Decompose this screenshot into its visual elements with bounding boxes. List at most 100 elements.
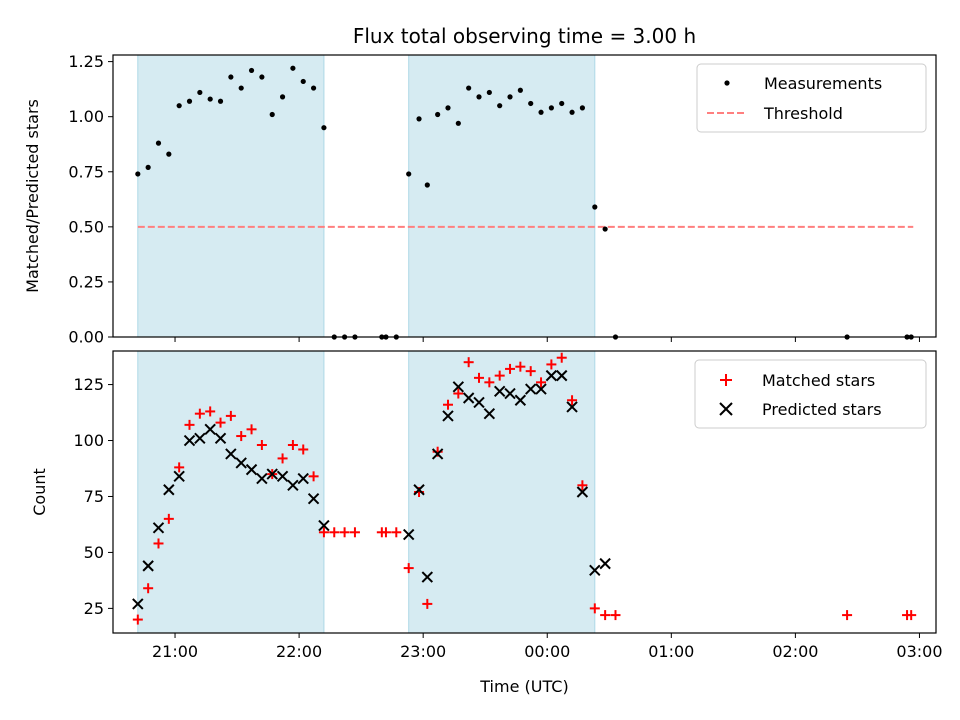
matched-star-point <box>246 424 257 435</box>
matched-star-point <box>546 359 557 370</box>
matched-star-point <box>298 444 309 455</box>
top-y-tick-label: 0.25 <box>68 272 104 291</box>
matched-star-point <box>287 440 298 450</box>
predicted-star-point <box>142 560 154 572</box>
measurement-point <box>497 103 503 109</box>
measurement-point <box>238 85 244 91</box>
predicted-star-points <box>132 369 611 610</box>
measurement-point <box>406 171 412 177</box>
matched-star-point <box>463 357 474 368</box>
top-y-tick-label: 1.00 <box>68 107 104 126</box>
matched-star-point <box>556 352 567 363</box>
legend-predicted-label: Predicted stars <box>762 400 882 419</box>
predicted-star-point <box>566 401 578 413</box>
matched-star-point <box>308 471 319 482</box>
predicted-star-point <box>504 387 516 400</box>
bottom-x-axis-ticks: 21:00 22:00 23:00 00:00 01:00 02:00 03:00 <box>152 633 943 661</box>
matched-star-point <box>143 583 154 594</box>
predicted-star-point <box>483 407 496 420</box>
predicted-star-point <box>421 571 434 583</box>
top-y-tick-label: 1.25 <box>68 52 104 71</box>
predicted-star-point <box>163 484 175 496</box>
bot-y-tick-label: 25 <box>84 599 104 618</box>
bottom-shaded-regions <box>137 351 596 633</box>
matched-star-point <box>494 370 505 381</box>
measurement-point <box>310 85 317 91</box>
measurement-point <box>166 151 172 157</box>
predicted-star-point <box>473 396 485 409</box>
matched-star-point <box>403 563 414 574</box>
measurement-point <box>538 109 544 115</box>
matched-star-point <box>600 610 611 621</box>
bot-shaded-interval-0 <box>137 351 324 633</box>
measurement-point <box>476 94 482 100</box>
predicted-star-point <box>556 369 568 382</box>
measurement-point <box>602 226 608 232</box>
measurement-point <box>579 105 585 111</box>
predicted-star-point <box>545 369 558 382</box>
matched-star-point <box>153 538 164 549</box>
measurement-point <box>466 85 472 91</box>
top-shaded-interval-1 <box>408 55 595 337</box>
matched-star-point <box>505 363 516 374</box>
legend-predicted-marker <box>719 402 733 416</box>
predicted-star-point <box>256 472 268 485</box>
matched-star-point <box>256 440 267 450</box>
predicted-star-point <box>514 394 527 406</box>
matched-star-point <box>577 480 588 491</box>
matched-star-point <box>589 603 600 614</box>
matched-star-point <box>391 527 402 538</box>
bottom-axes-frame <box>112 350 937 634</box>
measurement-point <box>569 109 575 115</box>
bottom-legend: Matched stars Predicted stars <box>694 359 927 429</box>
measurement-point <box>217 98 224 104</box>
matched-star-point <box>567 395 578 406</box>
measurement-point <box>559 100 565 107</box>
measurement-point <box>435 111 441 118</box>
x-tick-label: 02:00 <box>772 642 818 661</box>
predicted-star-point <box>266 468 278 480</box>
top-panel: 0.00 0.25 0.50 0.75 1.00 1.25 Matched/Predict… <box>23 52 937 347</box>
measurement-point <box>207 96 213 102</box>
x-axis-label: Time (UTC) <box>479 677 568 696</box>
measurement-point <box>290 65 296 71</box>
measurement-point <box>155 140 162 146</box>
matched-star-point <box>422 598 433 609</box>
legend-measurements-label: Measurements <box>764 74 882 93</box>
predicted-star-point <box>132 598 144 610</box>
top-x-axis-ticks <box>174 337 920 342</box>
legend-measurements-marker <box>724 80 730 86</box>
measurement-point <box>507 94 513 100</box>
matched-star-point <box>906 610 917 621</box>
x-tick-label: 22:00 <box>276 642 322 661</box>
predicted-star-point <box>204 423 216 436</box>
bottom-y-axis-ticks: 25 50 75 100 125 <box>73 375 113 618</box>
measurement-point <box>300 78 306 85</box>
measurement-point <box>135 171 141 177</box>
bot-y-tick-label: 100 <box>73 431 104 450</box>
measurement-point <box>486 89 492 96</box>
predicted-star-point <box>452 381 465 393</box>
predicted-star-point <box>214 432 227 444</box>
matched-star-point <box>453 388 464 399</box>
matched-star-point <box>610 610 621 621</box>
measurement-point <box>548 105 554 111</box>
matched-star-point <box>349 527 360 538</box>
matched-star-point <box>474 372 485 383</box>
measurement-point <box>145 164 151 170</box>
predicted-star-point <box>194 432 206 444</box>
top-legend-box <box>696 63 927 133</box>
predicted-star-point <box>183 434 196 447</box>
predicted-star-point <box>276 470 289 483</box>
bot-shaded-interval-1 <box>408 351 595 633</box>
measurement-point <box>176 103 182 109</box>
top-y-axis-ticks: 0.00 0.25 0.50 0.75 1.00 1.25 <box>68 52 113 347</box>
bot-y-tick-label: 125 <box>73 375 104 394</box>
chart-title: Flux total observing time = 3.00 h <box>353 24 696 48</box>
predicted-star-point <box>225 448 237 460</box>
matched-star-point <box>484 377 495 388</box>
measurement-point <box>279 94 286 100</box>
predicted-star-point <box>235 457 247 469</box>
predicted-star-point <box>524 383 537 395</box>
